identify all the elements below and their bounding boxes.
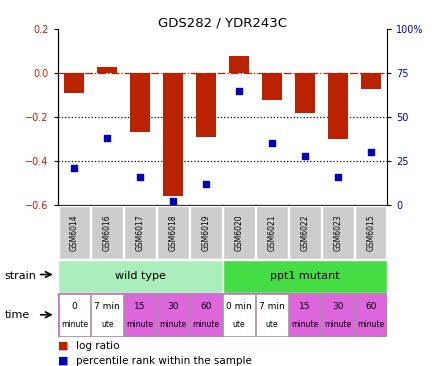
Point xyxy=(268,141,275,146)
Point xyxy=(104,135,111,141)
Bar xyxy=(124,206,156,259)
Text: minute: minute xyxy=(61,320,88,329)
Point xyxy=(170,198,177,204)
Text: ppt1 mutant: ppt1 mutant xyxy=(270,271,340,281)
Text: 15: 15 xyxy=(134,302,146,311)
Text: wild type: wild type xyxy=(115,271,166,281)
Text: minute: minute xyxy=(160,320,186,329)
Text: time: time xyxy=(4,310,30,320)
Text: GSM6020: GSM6020 xyxy=(235,214,243,251)
Text: 0 min: 0 min xyxy=(226,302,252,311)
Text: strain: strain xyxy=(4,271,36,281)
Bar xyxy=(65,73,84,93)
Text: minute: minute xyxy=(357,320,384,329)
Bar xyxy=(91,206,123,259)
Text: 30: 30 xyxy=(167,302,179,311)
Text: GSM6018: GSM6018 xyxy=(169,214,178,251)
Bar xyxy=(130,73,150,132)
Bar xyxy=(289,206,321,259)
Text: GDS282 / YDR243C: GDS282 / YDR243C xyxy=(158,16,287,30)
Text: ute: ute xyxy=(101,320,113,329)
Point xyxy=(137,174,144,180)
Bar xyxy=(157,206,189,259)
Text: 7 min: 7 min xyxy=(94,302,120,311)
Text: GSM6021: GSM6021 xyxy=(267,214,276,251)
Text: 30: 30 xyxy=(332,302,344,311)
Text: minute: minute xyxy=(291,320,318,329)
Bar xyxy=(223,294,255,336)
Bar xyxy=(322,294,354,336)
Text: GSM6014: GSM6014 xyxy=(70,214,79,251)
Text: percentile rank within the sample: percentile rank within the sample xyxy=(76,355,251,366)
Bar xyxy=(256,206,288,259)
Bar xyxy=(355,294,387,336)
Text: 60: 60 xyxy=(365,302,376,311)
Text: GSM6016: GSM6016 xyxy=(103,214,112,251)
Bar xyxy=(58,206,90,259)
Text: GSM6022: GSM6022 xyxy=(300,214,309,251)
Bar xyxy=(256,294,288,336)
Text: minute: minute xyxy=(324,320,351,329)
Text: 15: 15 xyxy=(299,302,311,311)
Point xyxy=(202,181,210,187)
Bar xyxy=(289,294,321,336)
Bar xyxy=(124,294,156,336)
Point xyxy=(367,149,374,155)
Bar xyxy=(229,56,249,73)
Text: ■: ■ xyxy=(58,341,69,351)
Bar xyxy=(58,294,90,336)
Bar xyxy=(222,260,387,293)
Text: minute: minute xyxy=(127,320,154,329)
Bar xyxy=(361,73,380,89)
Text: 0: 0 xyxy=(72,302,77,311)
Text: ute: ute xyxy=(233,320,245,329)
Text: ute: ute xyxy=(266,320,278,329)
Text: 60: 60 xyxy=(200,302,212,311)
Bar xyxy=(223,206,255,259)
Bar xyxy=(355,206,387,259)
Bar xyxy=(196,73,216,137)
Text: log ratio: log ratio xyxy=(76,341,119,351)
Bar xyxy=(190,206,222,259)
Bar xyxy=(58,260,222,293)
Text: GSM6023: GSM6023 xyxy=(333,214,342,251)
Text: 7 min: 7 min xyxy=(259,302,285,311)
Point xyxy=(71,165,78,171)
Point xyxy=(334,174,341,180)
Bar xyxy=(97,67,117,73)
Text: minute: minute xyxy=(193,320,219,329)
Bar xyxy=(328,73,348,139)
Text: GSM6019: GSM6019 xyxy=(202,214,210,251)
Bar xyxy=(190,294,222,336)
Text: GSM6015: GSM6015 xyxy=(366,214,375,251)
Text: GSM6017: GSM6017 xyxy=(136,214,145,251)
Bar xyxy=(157,294,189,336)
Bar xyxy=(322,206,354,259)
Bar xyxy=(163,73,183,196)
Point xyxy=(235,88,243,94)
Bar xyxy=(262,73,282,100)
Bar xyxy=(91,294,123,336)
Bar xyxy=(295,73,315,113)
Text: ■: ■ xyxy=(58,355,69,366)
Point xyxy=(301,153,308,159)
